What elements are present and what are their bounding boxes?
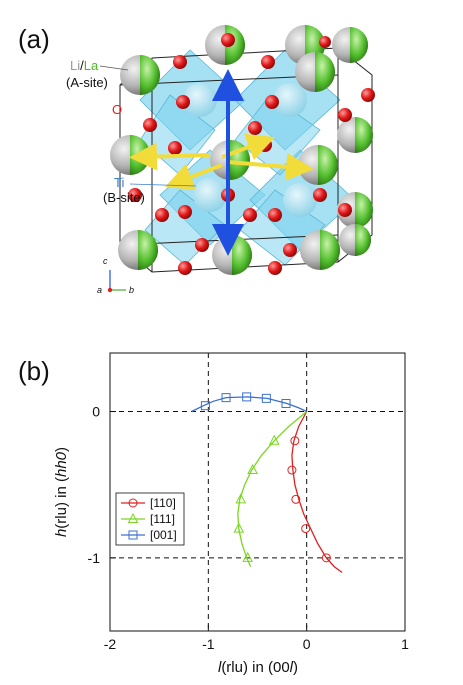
marker-circle — [290, 436, 300, 446]
ti-atoms — [183, 83, 317, 217]
marker-square — [242, 392, 252, 402]
x-tick-label: -1 — [202, 636, 215, 652]
ti-site-note: (B-site) — [103, 190, 145, 205]
marker-triangle — [247, 463, 258, 475]
marker-circle — [321, 553, 331, 563]
oxygen-label: O — [112, 102, 122, 117]
legend-label: [001] — [150, 528, 177, 542]
x-tick-label: -2 — [104, 636, 117, 652]
marker-triangle — [235, 493, 247, 504]
series-line — [191, 396, 307, 413]
marker-square — [200, 401, 210, 411]
panel-b-label: (b) — [18, 356, 50, 386]
marker-circle — [301, 524, 311, 534]
series-layer — [191, 392, 343, 574]
marker-square — [221, 393, 231, 403]
series-110 — [287, 411, 343, 574]
marker-circle — [287, 465, 297, 475]
ti-label: Ti — [114, 175, 124, 190]
axis-triad: c a b — [97, 256, 134, 295]
legend: [110] [111] [001] — [115, 492, 185, 546]
marker-triangle — [268, 434, 280, 445]
marker-circle — [291, 494, 301, 504]
series-001 — [191, 392, 307, 413]
marker-triangle — [242, 551, 253, 562]
series-line — [237, 410, 308, 567]
series-111 — [233, 410, 308, 567]
axis-b-label: b — [129, 285, 134, 295]
marker-square — [281, 398, 291, 408]
marker-circle — [128, 498, 138, 508]
y-tick-label: 0 — [92, 404, 100, 420]
axis-a-label: a — [97, 285, 102, 295]
series-line — [291, 411, 343, 574]
y-tick-label: -1 — [88, 550, 101, 566]
marker-triangle — [233, 522, 245, 533]
legend-label: [110] — [150, 496, 176, 510]
y-axis-label: h(rlu) in (hh0) — [53, 447, 70, 537]
ti-leader-line — [129, 183, 197, 187]
panel-a-label: (a) — [18, 24, 50, 54]
x-axis-label: l(rlu) in (00l) — [218, 659, 298, 676]
marker-triangle — [127, 512, 139, 523]
x-tick-label: 1 — [401, 636, 409, 652]
a-site-label: Li/La — [70, 58, 99, 73]
axis-c-label: c — [103, 256, 108, 266]
crystal-structure: Li/La (A-site) O Ti (B-site) c a b — [66, 25, 375, 295]
marker-square — [128, 530, 138, 540]
legend-label: [111] — [150, 512, 175, 526]
dashed-gridlines — [110, 353, 405, 631]
x-tick-label: 0 — [303, 636, 311, 652]
plot-frame — [109, 352, 406, 632]
a-site-leader-line — [99, 65, 129, 71]
axis-ticks: -2 -1 0 1 0 -1 — [88, 404, 410, 652]
chart-b: -2 -1 0 1 0 -1 [110] [111] [001] l(rlu) in (00l… — [53, 352, 410, 676]
marker-square — [261, 393, 271, 403]
a-site-note: (A-site) — [66, 75, 108, 90]
